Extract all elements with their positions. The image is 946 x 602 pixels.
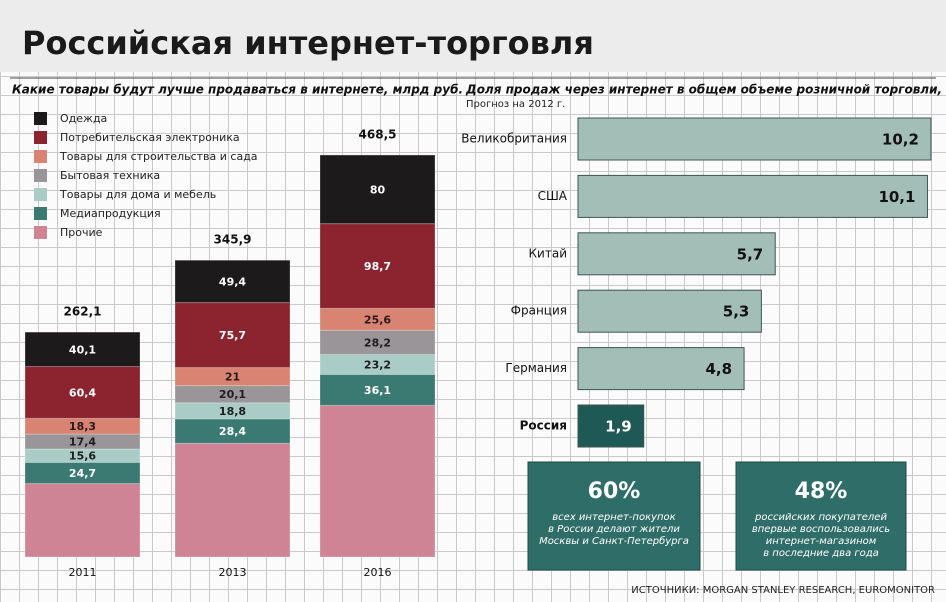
bar-segment xyxy=(174,302,291,369)
data-label: 10,2 xyxy=(882,131,919,149)
category-label: Великобритания xyxy=(461,132,567,146)
data-label: 60,4 xyxy=(69,386,96,399)
bar-segment xyxy=(174,259,291,304)
data-label: 23,2 xyxy=(364,358,391,371)
right-chart-title: Доля продаж через интернет в общем объем… xyxy=(465,83,946,97)
callout-text: российских покупателей xyxy=(754,512,887,523)
category-label: Россия xyxy=(520,419,567,433)
bar-segment xyxy=(24,366,141,419)
legend-swatch xyxy=(34,169,47,182)
callout-text: Москвы и Санкт-Петербурга xyxy=(539,535,689,547)
data-label: 25,6 xyxy=(364,313,391,326)
legend-label: Медиапродукция xyxy=(60,207,161,220)
callout-value: 60% xyxy=(588,479,641,504)
data-label: 18,8 xyxy=(219,405,246,418)
total-label: 345,9 xyxy=(214,233,252,247)
category-label: США xyxy=(538,189,568,203)
data-label: 80 xyxy=(370,183,386,196)
callout-text: в России делают жители xyxy=(548,524,680,535)
callout-text: в последние два года xyxy=(763,548,879,559)
data-label: 4,8 xyxy=(706,360,733,378)
callout-box xyxy=(735,461,907,571)
data-label: 75,7 xyxy=(219,329,246,342)
main-title: Российская интернет-торговля xyxy=(22,24,594,62)
legend-swatch xyxy=(34,150,47,163)
x-tick-label: 2016 xyxy=(364,566,392,579)
callout-value: 48% xyxy=(795,479,848,504)
bar xyxy=(577,174,928,218)
legend-label: Товары для дома и мебель xyxy=(59,188,216,201)
total-label: 262,1 xyxy=(64,305,102,319)
bar-segment xyxy=(174,402,291,420)
data-label: 28,2 xyxy=(364,336,391,349)
data-label: 98,7 xyxy=(364,260,391,273)
legend-swatch xyxy=(34,188,47,201)
data-label: 36,1 xyxy=(364,384,391,397)
callout-text: интернет-магазином xyxy=(766,536,877,547)
category-label: Германия xyxy=(505,361,567,375)
data-label: 5,3 xyxy=(723,303,750,321)
legend-swatch xyxy=(34,207,47,220)
data-label: 18,3 xyxy=(69,420,96,433)
legend-label: Одежда xyxy=(60,112,107,125)
x-tick-label: 2011 xyxy=(69,566,97,579)
legend-swatch xyxy=(34,226,47,239)
legend-swatch xyxy=(34,112,47,125)
callout-text: всех интернет-покупок xyxy=(552,512,675,523)
data-label: 49,4 xyxy=(219,275,246,288)
callout-text: впервые воспользовались xyxy=(752,524,890,535)
bar xyxy=(577,404,645,448)
data-label: 28,4 xyxy=(219,425,246,438)
data-label: 15,6 xyxy=(69,450,96,463)
title-band xyxy=(0,0,946,72)
bar xyxy=(577,117,932,161)
bar-segment xyxy=(174,418,291,444)
bar-segment xyxy=(24,331,141,368)
bar-segment xyxy=(319,154,436,225)
legend-label: Потребительская электроника xyxy=(60,131,240,144)
bar-segment xyxy=(319,404,436,558)
bar-segment xyxy=(24,433,141,450)
legend-label: Товары для строительства и сада xyxy=(59,150,258,163)
data-label: 24,7 xyxy=(69,467,96,480)
category-label: Китай xyxy=(529,246,567,260)
data-label: 20,1 xyxy=(219,388,246,401)
data-label: 21 xyxy=(225,371,240,384)
total-label: 468,5 xyxy=(359,128,397,142)
left-chart-title: Какие товары будут лучше продаваться в и… xyxy=(12,83,463,97)
legend-label: Бытовая техника xyxy=(60,169,160,182)
right-chart-subtitle: Прогноз на 2012 г. xyxy=(466,99,565,110)
legend-label: Прочие xyxy=(60,226,103,239)
data-label: 10,1 xyxy=(878,188,915,206)
data-label: 40,1 xyxy=(69,343,96,356)
bar xyxy=(577,232,776,276)
data-label: 1,9 xyxy=(605,418,632,436)
bar-segment xyxy=(319,329,436,356)
callout-box xyxy=(527,461,701,571)
data-label: 17,4 xyxy=(69,436,96,449)
bar-segment xyxy=(174,442,291,558)
data-label: 5,7 xyxy=(737,245,764,263)
bar-segment xyxy=(24,483,141,558)
bar-segment xyxy=(319,223,436,309)
source: ИСТОЧНИКИ: MORGAN STANLEY RESEARCH, EURO… xyxy=(631,585,935,596)
category-label: Франция xyxy=(511,304,567,318)
legend-swatch xyxy=(34,131,47,144)
bar xyxy=(577,347,745,391)
bar xyxy=(577,289,762,333)
x-tick-label: 2013 xyxy=(219,566,247,579)
